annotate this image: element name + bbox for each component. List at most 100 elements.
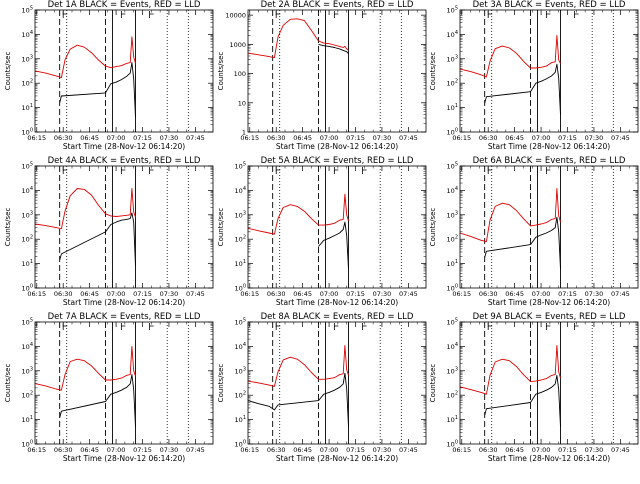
x-tick-label: 06:15	[452, 446, 471, 454]
x-tick-label: 07:45	[611, 446, 630, 454]
y-tick-label: 103	[22, 366, 33, 375]
x-tick-label: 06:15	[240, 134, 259, 142]
x-tick-label: 07:15	[558, 134, 577, 142]
panel-title: Det 6A BLACK = Events, RED = LLD	[473, 156, 626, 166]
x-tick-label: 07:45	[399, 134, 418, 142]
y-tick-label: 105	[22, 162, 33, 171]
y-tick-label: 104	[447, 342, 458, 351]
plot-frame	[34, 165, 214, 289]
y-tick-label: 101	[22, 415, 33, 424]
y-tick-label: 103	[235, 366, 246, 375]
x-axis-label: Start Time (28-Nov-12 06:14:20)	[276, 454, 398, 463]
x-tick-label: 07:15	[346, 446, 365, 454]
x-axis-label: Start Time (28-Nov-12 06:14:20)	[488, 142, 610, 151]
y-tick-label: 105	[22, 6, 33, 15]
x-tick-label: 06:45	[293, 290, 312, 298]
y-tick-label: 100	[235, 284, 246, 293]
y-tick-label: 104	[235, 342, 246, 351]
marker-flag	[362, 11, 367, 18]
x-tick-label: 07:00	[320, 134, 339, 142]
series-line-lld	[459, 344, 561, 395]
y-tick-label: 102	[22, 235, 33, 244]
plot-frame	[459, 9, 639, 133]
x-tick-label: 06:30	[267, 290, 286, 298]
y-tick-label: 105	[235, 318, 246, 327]
x-tick-label: 06:30	[267, 134, 286, 142]
series-line-events	[484, 63, 561, 115]
y-tick-label: 102	[447, 391, 458, 400]
x-tick-label: 07:30	[585, 290, 604, 298]
marker-flag	[362, 323, 367, 330]
marker-flag	[62, 323, 68, 330]
marker-flag	[275, 167, 281, 174]
x-tick-label: 07:00	[107, 446, 126, 454]
y-tick-label: 102	[235, 235, 246, 244]
x-tick-label: 07:30	[160, 134, 179, 142]
series-line-lld	[459, 188, 561, 243]
plot-frame	[459, 165, 639, 289]
panel-title: Det 5A BLACK = Events, RED = LLD	[261, 156, 414, 166]
marker-flag	[149, 167, 154, 174]
y-axis-label: Counts/sec	[4, 52, 12, 91]
y-tick-label: 104	[22, 342, 33, 351]
series-line-events	[318, 221, 349, 270]
x-tick-label: 07:30	[160, 446, 179, 454]
x-tick-label: 07:30	[160, 290, 179, 298]
plot-frame	[459, 321, 639, 445]
panel-title: Det 1A BLACK = Events, RED = LLD	[48, 0, 201, 10]
x-tick-label: 07:45	[399, 290, 418, 298]
marker-flag	[487, 323, 493, 330]
y-tick-label: 104	[447, 30, 458, 39]
x-tick-label: 06:15	[452, 134, 471, 142]
y-tick-label: 101	[22, 103, 33, 112]
x-tick-label: 06:45	[80, 446, 99, 454]
marker-flag	[333, 11, 339, 18]
marker-flag	[487, 167, 493, 174]
x-tick-label: 06:30	[479, 290, 498, 298]
x-tick-label: 07:45	[186, 134, 205, 142]
marker-flag	[574, 167, 579, 174]
y-tick-label: 104	[22, 186, 33, 195]
y-tick-label: 1000	[229, 41, 246, 49]
panel-1: Det 1A BLACK = Events, RED = LLD Counts/s…	[4, 0, 214, 151]
x-tick-label: 06:15	[240, 446, 259, 454]
x-tick-label: 07:45	[611, 134, 630, 142]
plot-frame	[247, 165, 427, 289]
marker-flag	[149, 11, 154, 18]
series-line-lld	[247, 18, 349, 59]
x-tick-label: 07:15	[133, 446, 152, 454]
marker-flag	[333, 323, 339, 330]
panel-title: Det 3A BLACK = Events, RED = LLD	[473, 0, 626, 10]
x-tick-label: 07:00	[107, 290, 126, 298]
y-tick-label: 100	[22, 284, 33, 293]
x-tick-label: 06:45	[505, 446, 524, 454]
y-tick-label: 100	[447, 440, 458, 449]
y-tick-label: 105	[447, 162, 458, 171]
y-tick-label: 101	[447, 259, 458, 268]
marker-flag	[574, 323, 579, 330]
x-tick-label: 07:30	[585, 134, 604, 142]
y-tick-label: 101	[235, 415, 246, 424]
x-tick-label: 07:30	[373, 134, 392, 142]
marker-flag	[333, 167, 339, 174]
panel-title: Det 8A BLACK = Events, RED = LLD	[261, 312, 414, 322]
y-tick-label: 100	[22, 440, 33, 449]
x-tick-label: 07:00	[532, 134, 551, 142]
panel-7: Det 7A BLACK = Events, RED = LLD Counts/s…	[4, 312, 214, 463]
x-tick-label: 06:15	[27, 446, 46, 454]
series-line-events	[484, 374, 561, 427]
x-tick-label: 06:30	[267, 446, 286, 454]
x-tick-label: 06:45	[505, 134, 524, 142]
marker-flag	[149, 323, 154, 330]
marker-flag	[120, 323, 126, 330]
y-tick-label: 100	[22, 128, 33, 137]
x-tick-label: 07:45	[611, 290, 630, 298]
panel-5: Det 5A BLACK = Events, RED = LLD Counts/s…	[217, 156, 427, 307]
x-tick-label: 06:15	[240, 290, 259, 298]
y-tick-label: 104	[447, 186, 458, 195]
y-tick-label: 102	[235, 391, 246, 400]
series-line-lld	[34, 188, 136, 230]
x-tick-label: 07:00	[532, 290, 551, 298]
y-tick-label: 105	[235, 162, 246, 171]
